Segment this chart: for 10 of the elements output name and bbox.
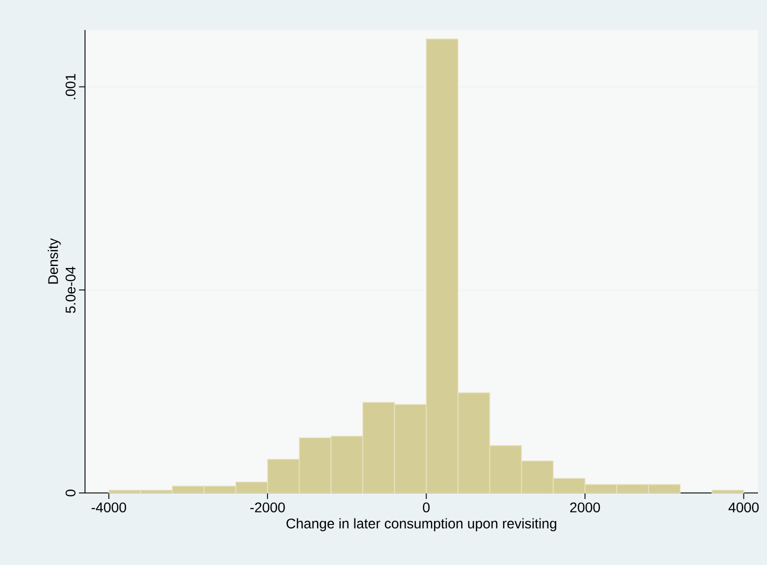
x-tick-label: 2000	[570, 502, 600, 512]
x-tick-label: 0	[422, 502, 430, 512]
y-tick-label: .001	[66, 74, 76, 100]
x-tick-label: 4000	[728, 502, 759, 512]
x-axis-title: Change in later consumption upon revisiting	[286, 518, 556, 532]
y-tick-label: 0	[66, 490, 76, 496]
y-tick-label: 5.0e-04	[66, 266, 76, 314]
y-axis-title: Density	[48, 238, 61, 284]
x-tick-label: -2000	[250, 502, 285, 512]
x-tick-label: -4000	[92, 502, 126, 512]
